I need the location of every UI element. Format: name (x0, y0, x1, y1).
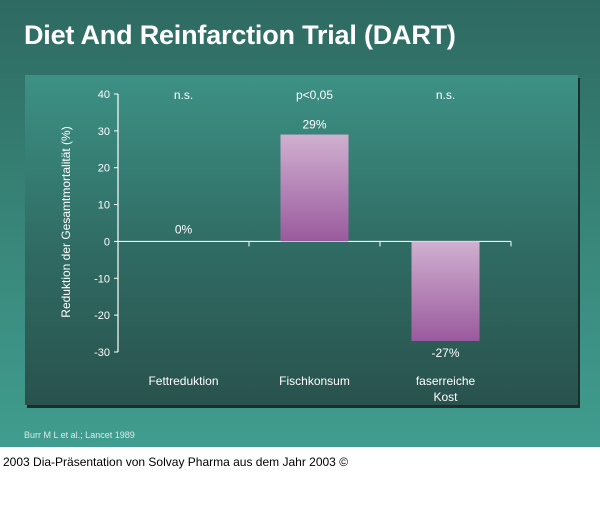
x-category-label: Kost (433, 390, 458, 404)
image-caption: 2003 Dia-Präsentation von Solvay Pharma … (3, 455, 349, 469)
slide-title: Diet And Reinfarction Trial (DART) (24, 20, 456, 50)
source-citation: Burr M L et al.; Lancet 1989 (24, 430, 135, 440)
y-tick-label: 40 (98, 89, 110, 101)
y-tick-label: -30 (94, 347, 110, 359)
y-tick-label: 10 (98, 200, 110, 212)
x-category-label: faserreiche (416, 374, 476, 388)
data-label: 29% (302, 118, 326, 132)
significance-label: p<0,05 (296, 88, 333, 102)
y-tick-label: 20 (98, 163, 110, 175)
bar-chart: 40 30 20 10 0 -10 -20 -30 0% n.s. Fettreduktion 29%… (59, 88, 480, 404)
data-label: 0% (175, 222, 193, 236)
bar-faserreiche-kost (411, 241, 480, 341)
y-tick-label: 0 (104, 236, 110, 248)
y-tick-label: -20 (94, 310, 110, 322)
y-tick-label: -10 (94, 273, 110, 285)
slide-background: Diet And Reinfarction Trial (DART) 40 30 2… (0, 0, 600, 447)
data-label: -27% (431, 346, 459, 360)
bar-fischkonsum (280, 134, 349, 242)
significance-label: n.s. (174, 88, 193, 102)
y-tick-label: 30 (98, 126, 110, 138)
x-category-label: Fettreduktion (148, 374, 218, 388)
y-axis-label: Reduktion der Gesamtmortalität (%) (59, 126, 73, 317)
x-category-label: Fischkonsum (279, 374, 350, 388)
significance-label: n.s. (436, 88, 455, 102)
